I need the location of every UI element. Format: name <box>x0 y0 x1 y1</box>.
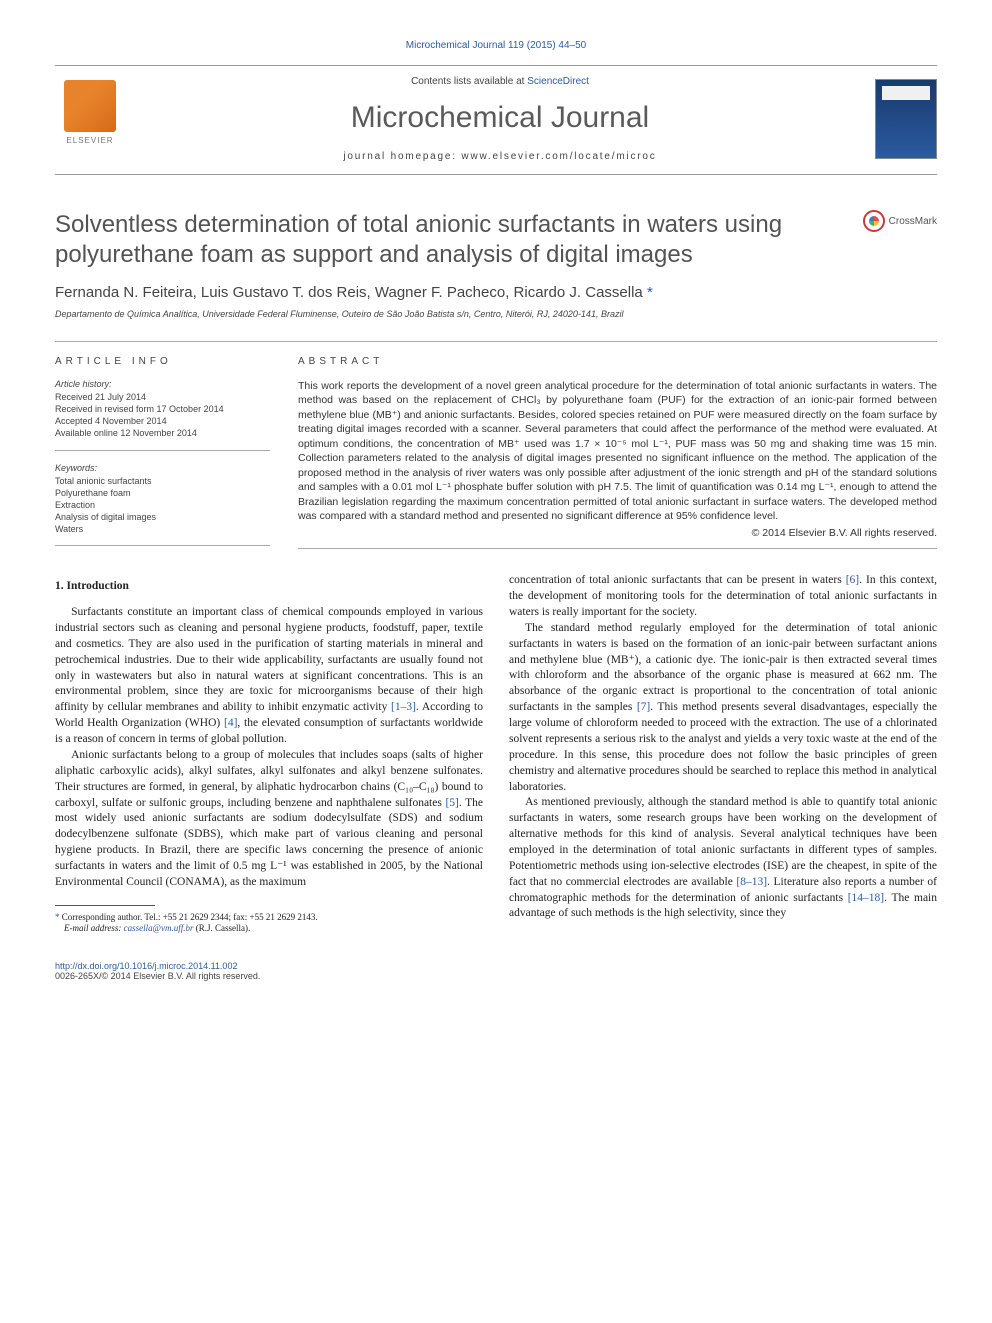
abstract-copyright: © 2014 Elsevier B.V. All rights reserved… <box>298 526 937 540</box>
citation-link[interactable]: [7] <box>637 701 650 713</box>
history-online: Available online 12 November 2014 <box>55 427 270 439</box>
intro-para-4: The standard method regularly employed f… <box>509 621 937 795</box>
abstract-text: This work reports the development of a n… <box>298 380 937 522</box>
journal-header: ELSEVIER Contents lists available at Sci… <box>55 65 937 175</box>
article-info-heading: article info <box>55 356 270 367</box>
publisher-logo: ELSEVIER <box>55 80 125 158</box>
keyword: Waters <box>55 523 270 535</box>
para-text: The standard method regularly employed f… <box>509 622 937 713</box>
intro-para-3: concentration of total anionic surfactan… <box>509 573 937 621</box>
footnote-rule <box>55 905 155 906</box>
keyword: Analysis of digital images <box>55 511 270 523</box>
section-heading-intro: 1. Introduction <box>55 579 483 595</box>
history-accepted: Accepted 4 November 2014 <box>55 415 270 427</box>
corresponding-footnote: * Corresponding author. Tel.: +55 21 262… <box>55 912 483 935</box>
article-title: Solventless determination of total anion… <box>55 210 863 270</box>
citation-link[interactable]: [6] <box>846 574 859 586</box>
authors-names: Fernanda N. Feiteira, Luis Gustavo T. do… <box>55 284 647 301</box>
contents-line: Contents lists available at ScienceDirec… <box>145 76 855 87</box>
keyword: Polyurethane foam <box>55 487 270 499</box>
intro-para-1: Surfactants constitute an important clas… <box>55 605 483 748</box>
elsevier-tree-icon <box>64 80 116 132</box>
keyword: Total anionic surfactants <box>55 475 270 487</box>
doi-link[interactable]: http://dx.doi.org/10.1016/j.microc.2014.… <box>55 961 937 971</box>
issn-copyright: 0026-265X/© 2014 Elsevier B.V. All right… <box>55 971 937 981</box>
abstract-heading: abstract <box>298 356 937 367</box>
footer: http://dx.doi.org/10.1016/j.microc.2014.… <box>55 961 937 981</box>
citation-link[interactable]: [8–13] <box>736 876 767 888</box>
history-received: Received 21 July 2014 <box>55 391 270 403</box>
citation-link[interactable]: [5] <box>445 797 458 809</box>
journal-homepage[interactable]: journal homepage: www.elsevier.com/locat… <box>145 151 855 162</box>
para-text: . The most widely used anionic surfactan… <box>55 797 483 888</box>
abstract-column: abstract This work reports the developme… <box>298 356 937 549</box>
footnote-email-tail: (R.J. Cassella). <box>193 923 250 933</box>
crossmark-badge[interactable]: CrossMark <box>863 210 937 232</box>
journal-cover-thumbnail <box>875 79 937 159</box>
header-center: Contents lists available at ScienceDirec… <box>125 76 875 162</box>
footnote-email-label: E-mail address: <box>64 923 124 933</box>
contents-prefix: Contents lists available at <box>411 76 527 87</box>
article-info-column: article info Article history: Received 2… <box>55 356 270 549</box>
citation-link[interactable]: [14–18] <box>848 892 884 904</box>
crossmark-label: CrossMark <box>889 216 937 227</box>
publisher-name: ELSEVIER <box>66 136 113 145</box>
journal-title: Microchemical Journal <box>145 101 855 135</box>
affiliation: Departamento de Química Analítica, Unive… <box>55 309 937 319</box>
para-text: As mentioned previously, although the st… <box>509 796 937 887</box>
intro-para-5: As mentioned previously, although the st… <box>509 795 937 922</box>
history-label: Article history: <box>55 379 270 389</box>
abstract-body: This work reports the development of a n… <box>298 379 937 549</box>
keywords-label: Keywords: <box>55 463 270 473</box>
crossmark-icon <box>863 210 885 232</box>
keyword: Extraction <box>55 499 270 511</box>
footnote-email-link[interactable]: cassella@vm.uff.br <box>124 923 194 933</box>
journal-reference: Microchemical Journal 119 (2015) 44–50 <box>55 40 937 51</box>
para-text: . This method presents several disadvant… <box>509 701 937 792</box>
citation-link[interactable]: [1–3] <box>391 701 416 713</box>
corresponding-star-icon: * <box>647 284 653 301</box>
authors-line: Fernanda N. Feiteira, Luis Gustavo T. do… <box>55 284 937 301</box>
para-text: Anionic surfactants belong to a group of… <box>55 749 483 809</box>
para-text: concentration of total anionic surfactan… <box>509 574 846 586</box>
history-revised: Received in revised form 17 October 2014 <box>55 403 270 415</box>
intro-para-2: Anionic surfactants belong to a group of… <box>55 748 483 891</box>
citation-link[interactable]: [4] <box>224 717 237 729</box>
body-columns: 1. Introduction Surfactants constitute a… <box>55 573 937 935</box>
footnote-line1: Corresponding author. Tel.: +55 21 2629 … <box>60 912 318 922</box>
sciencedirect-link[interactable]: ScienceDirect <box>527 76 589 87</box>
para-text: Surfactants constitute an important clas… <box>55 606 483 713</box>
